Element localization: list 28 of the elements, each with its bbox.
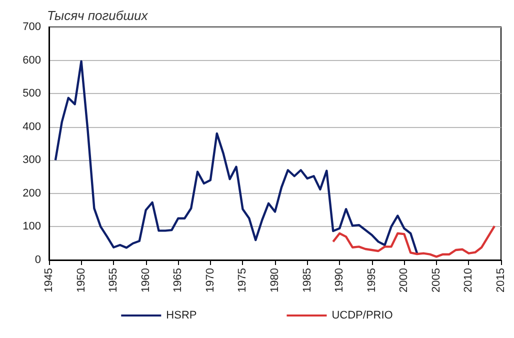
x-tick-label: 1975: [236, 268, 249, 292]
line-series: [54, 60, 418, 254]
x-tick-label: 1990: [334, 268, 346, 292]
x-tick-label: 1965: [172, 268, 184, 292]
y-tick-label: 200: [22, 187, 41, 200]
y-tick-label: 500: [22, 88, 41, 100]
y-axis-title: Тысяч погибших: [47, 8, 148, 23]
x-tick-label: 1980: [269, 268, 281, 292]
x-tick-label: 2005: [430, 268, 442, 292]
y-tick-label: 700: [22, 21, 41, 33]
y-tick-label: 0: [34, 254, 41, 266]
line-series: [332, 224, 496, 258]
x-tick-label: 1950: [75, 268, 88, 292]
legend-label: UCDP/PRIO: [332, 310, 394, 322]
y-tick-label: 600: [22, 54, 41, 66]
x-tick-label: 1970: [204, 268, 216, 292]
x-tick-label: 2000: [398, 268, 410, 292]
x-tick-label: 1995: [366, 268, 378, 292]
x-tick-label: 2010: [462, 268, 475, 292]
x-tick-label: 2015: [495, 268, 507, 292]
x-tick-label: 1985: [301, 268, 314, 292]
y-tick-label: 400: [22, 120, 41, 133]
x-tick-label: 1945: [43, 268, 55, 292]
x-tick-label: 1960: [140, 268, 152, 292]
x-tick-label: 1955: [108, 268, 120, 292]
y-tick-label: 300: [22, 154, 41, 166]
y-tick-label: 100: [22, 220, 41, 233]
legend-label: HSRP: [166, 310, 197, 322]
